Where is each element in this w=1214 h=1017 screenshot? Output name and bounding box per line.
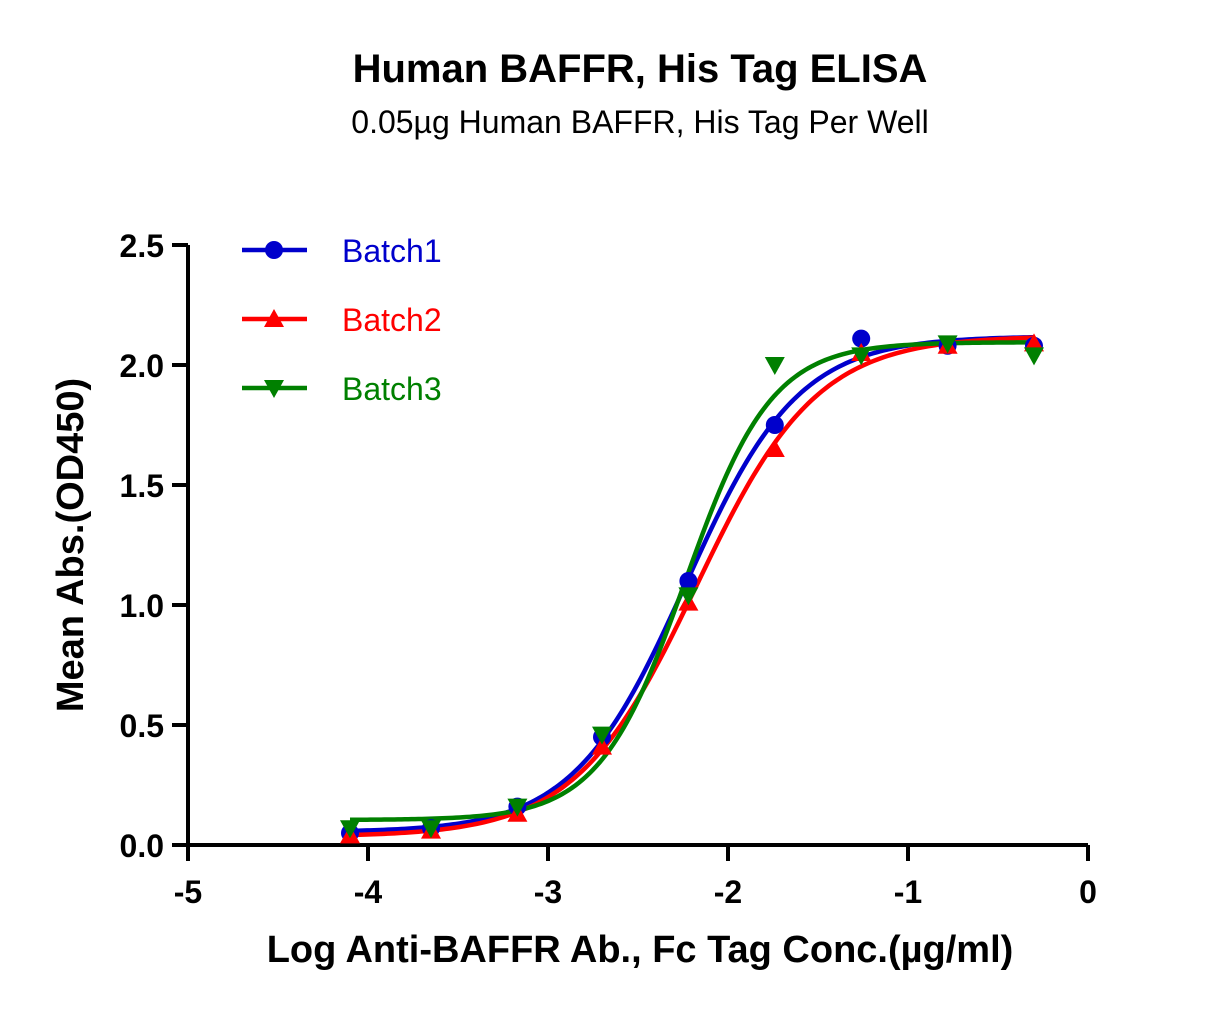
x-tick-label: 0 bbox=[1079, 874, 1097, 910]
y-tick-label: 0.5 bbox=[120, 708, 164, 744]
legend-label-batch2: Batch2 bbox=[342, 302, 442, 338]
y-axis-ticks: 0.0 0.5 1.0 1.5 2.0 2.5 bbox=[120, 228, 188, 864]
y-tick-label: 1.0 bbox=[120, 588, 164, 624]
x-tick-label: -3 bbox=[534, 874, 562, 910]
legend: Batch1 Batch2 Batch3 bbox=[242, 233, 442, 407]
x-axis-label: Log Anti-BAFFR Ab., Fc Tag Conc.(µg/ml) bbox=[267, 929, 1014, 971]
data-point-batch3 bbox=[937, 335, 958, 354]
legend-marker-batch3 bbox=[264, 380, 284, 398]
legend-label-batch1: Batch1 bbox=[342, 233, 442, 269]
legend-label-batch3: Batch3 bbox=[342, 371, 442, 407]
data-point-batch3 bbox=[592, 726, 612, 745]
y-tick-label: 0.0 bbox=[120, 828, 164, 864]
y-tick-label: 1.5 bbox=[120, 468, 164, 504]
data-point-batch2 bbox=[764, 439, 785, 457]
data-point-batch3 bbox=[340, 820, 360, 839]
x-tick-label: -1 bbox=[894, 874, 922, 910]
data-point-batch2 bbox=[1024, 333, 1044, 352]
data-point-batch3 bbox=[421, 820, 441, 839]
y-tick-label: 2.5 bbox=[120, 228, 164, 264]
x-tick-label: -4 bbox=[354, 874, 383, 910]
y-axis-label: Mean Abs.(OD450) bbox=[50, 378, 92, 712]
data-point-batch3 bbox=[764, 357, 785, 375]
chart-subtitle: 0.05µg Human BAFFR, His Tag Per Well bbox=[351, 104, 928, 140]
y-tick-label: 2.0 bbox=[120, 348, 164, 384]
chart-title: Human BAFFR, His Tag ELISA bbox=[353, 47, 928, 91]
legend-marker-batch2 bbox=[264, 309, 284, 327]
data-point-batch2 bbox=[592, 736, 612, 755]
data-points bbox=[340, 329, 1044, 844]
x-axis-ticks: -5 -4 -3 -2 -1 0 bbox=[174, 845, 1097, 910]
x-tick-label: -2 bbox=[714, 874, 742, 910]
data-point-batch3 bbox=[678, 587, 699, 606]
data-point-batch1 bbox=[765, 416, 784, 434]
x-tick-label: -5 bbox=[174, 874, 202, 910]
axes bbox=[186, 245, 1088, 847]
data-point-batch1 bbox=[679, 572, 698, 590]
legend-marker-batch1 bbox=[265, 241, 283, 259]
data-point-batch3 bbox=[507, 798, 528, 817]
data-point-batch3 bbox=[1024, 347, 1044, 366]
data-point-batch1 bbox=[852, 329, 871, 348]
fit-curve-batch3 bbox=[349, 340, 1035, 823]
data-point-batch3 bbox=[851, 347, 872, 366]
